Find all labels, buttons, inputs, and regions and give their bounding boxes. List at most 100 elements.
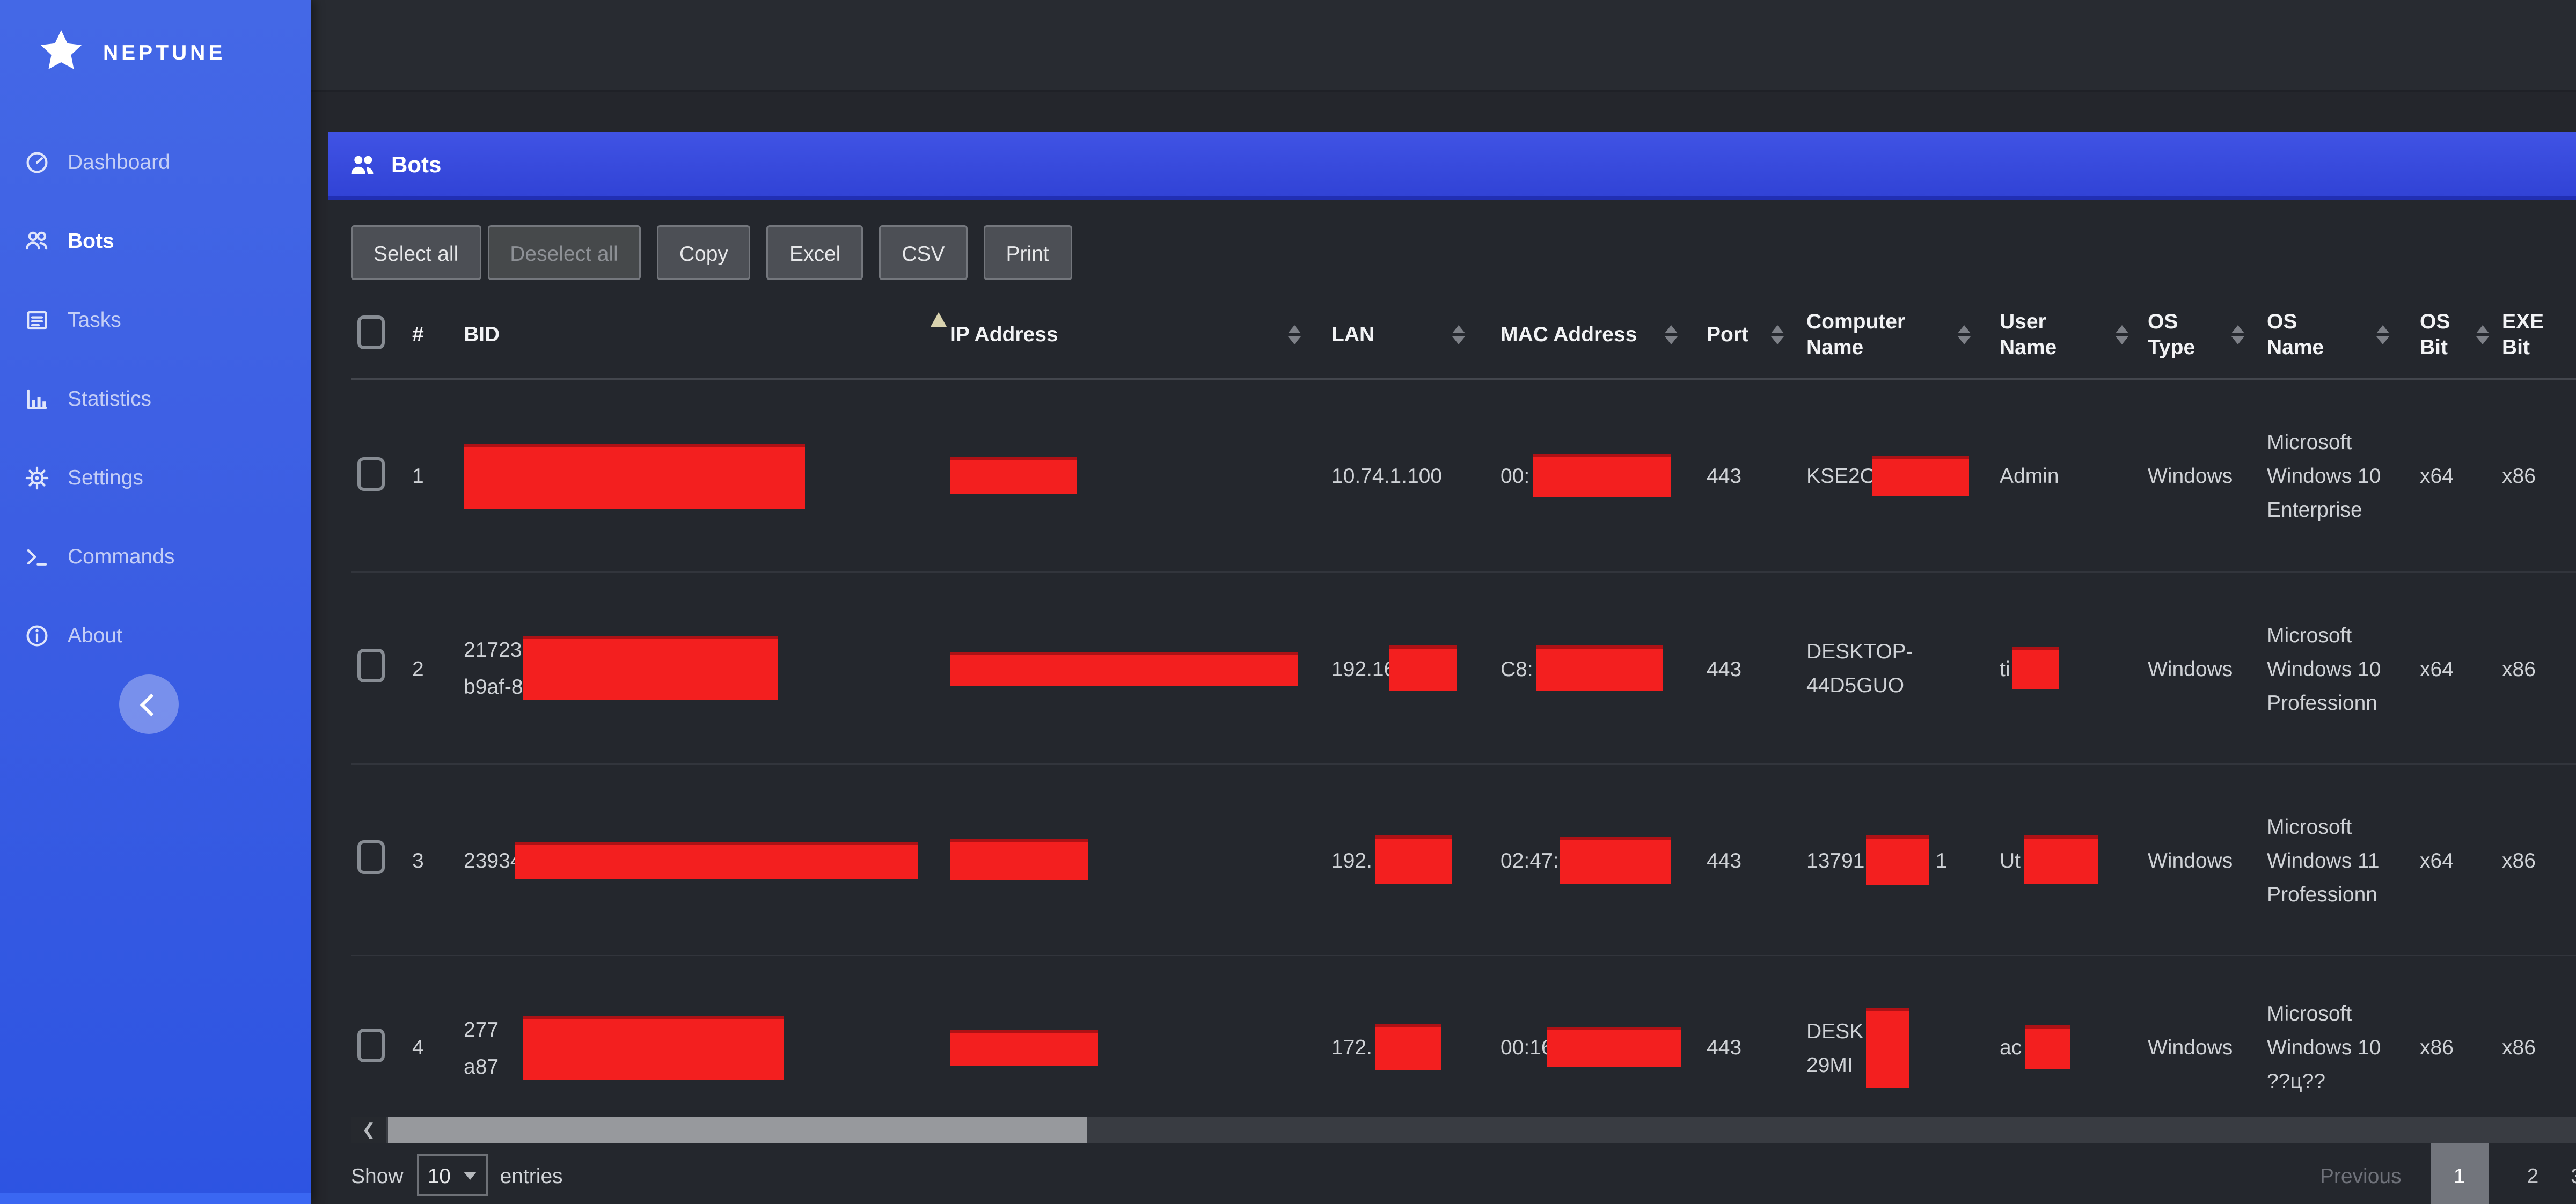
- info-icon: [26, 624, 48, 646]
- row-checkbox[interactable]: [357, 649, 385, 682]
- sort-icon: [2476, 324, 2489, 344]
- pagination-page-1[interactable]: 1: [2430, 1143, 2489, 1204]
- pagination-previous[interactable]: Previous: [2319, 1163, 2402, 1187]
- cell-lan: 10.74.1.100: [1331, 464, 1443, 488]
- cell-bid: 23934: [464, 847, 522, 872]
- sidebar-item-label: Bots: [68, 229, 114, 253]
- redaction-box: [1375, 1024, 1441, 1071]
- cell-os-bit: x64: [2420, 464, 2454, 488]
- users-icon: [26, 231, 48, 249]
- pagination-page-3[interactable]: 3: [2571, 1163, 2576, 1187]
- sidebar-item-settings[interactable]: Settings: [0, 438, 311, 517]
- cell-exe-bit: x86: [2492, 763, 2576, 956]
- sidebar-item-label: Tasks: [68, 307, 121, 332]
- entries-label: entries: [500, 1163, 563, 1187]
- sidebar-item-dashboard[interactable]: Dashboard: [0, 122, 311, 201]
- sort-icon: [1452, 324, 1465, 344]
- row-checkbox[interactable]: [357, 840, 385, 874]
- redaction-box: [1866, 834, 1929, 885]
- sort-icon: [2116, 324, 2128, 344]
- chevron-down-icon: [463, 1171, 476, 1179]
- cell-port: 443: [1687, 763, 1787, 956]
- select-all-button[interactable]: Select all: [351, 225, 481, 280]
- sidebar-nav: Dashboard Bots Tasks Statistics Settings…: [0, 122, 311, 674]
- column-header-exe-bit[interactable]: EXE Bit: [2492, 290, 2576, 380]
- csv-button[interactable]: CSV: [879, 225, 968, 280]
- column-header-mac[interactable]: MAC Address: [1481, 290, 1687, 380]
- chevron-left-icon: [140, 693, 163, 716]
- column-header-os-name[interactable]: OS Name: [2254, 290, 2412, 380]
- redaction-box: [1560, 836, 1672, 883]
- cell-exe-bit: x86: [2492, 955, 2576, 1103]
- column-header-bid[interactable]: BID: [457, 290, 947, 380]
- sidebar-item-tasks[interactable]: Tasks: [0, 280, 311, 359]
- redaction-box: [2011, 647, 2059, 689]
- pagination: Previous 1 2 3: [2320, 1143, 2576, 1204]
- redaction-box: [464, 443, 805, 508]
- redaction-box: [1873, 456, 1970, 496]
- column-header-ip[interactable]: IP Address: [927, 290, 1314, 380]
- row-checkbox[interactable]: [357, 456, 385, 490]
- star-logo-icon: [41, 30, 82, 69]
- redaction-box: [1866, 1007, 1909, 1088]
- cell-num: 4: [406, 955, 457, 1103]
- scrollbar-track[interactable]: [386, 1117, 2576, 1143]
- column-header-user-name[interactable]: User Name: [1984, 290, 2132, 380]
- column-header-port[interactable]: Port: [1687, 290, 1787, 380]
- redaction-box: [523, 636, 778, 700]
- terminal-icon: [27, 548, 47, 565]
- cell-mac: 02:47:: [1501, 847, 1559, 872]
- pagination-page-2[interactable]: 2: [2527, 1163, 2539, 1187]
- column-header-computer-name[interactable]: Computer Name: [1787, 290, 1984, 380]
- redaction-box: [950, 457, 1077, 494]
- excel-button[interactable]: Excel: [766, 225, 863, 280]
- sidebar-item-bots[interactable]: Bots: [0, 201, 311, 280]
- table-row: 4 277 a87 172. 00:16 443 DESK 29MI ac Wind…: [351, 955, 2576, 1103]
- cell-os-type: Windows: [2148, 464, 2233, 488]
- cell-os-name: Microsoft Windows 10 ??ц??: [2267, 1001, 2381, 1093]
- redaction-box: [1533, 454, 1672, 497]
- redaction-box: [2024, 835, 2098, 884]
- sidebar-item-label: Dashboard: [68, 150, 170, 174]
- cell-computer: 29MI: [1806, 1052, 1853, 1077]
- brand-name: NEPTUNE: [103, 39, 226, 64]
- print-button[interactable]: Print: [983, 225, 1072, 280]
- table-footer: Show 10 entries Previous 1 2 3: [351, 1143, 2576, 1204]
- cell-bid: a87: [464, 1054, 499, 1078]
- cell-os-name: Microsoft Windows 11 Professionn: [2267, 813, 2380, 906]
- column-header-lan[interactable]: LAN: [1314, 290, 1481, 380]
- cell-computer: DESKTOP-: [1806, 639, 1913, 663]
- column-header-os-bit[interactable]: OS Bit: [2412, 290, 2492, 380]
- card-header: Bots: [328, 132, 2576, 200]
- page-size-select[interactable]: 10: [416, 1154, 487, 1196]
- sidebar-collapse-button[interactable]: [119, 674, 179, 734]
- cell-user: ac: [2000, 1035, 2022, 1060]
- table-row: 1 10.74.1.100 00: 443 KSE2O Admin Window…: [351, 379, 2576, 572]
- redaction-box: [523, 1015, 784, 1080]
- cell-os-name: Microsoft Windows 10 Professionn: [2267, 622, 2381, 714]
- cell-os-type: Windows: [2132, 763, 2254, 956]
- table-header-row: # BID IP Address LAN MAC Address Port Co…: [351, 290, 2576, 380]
- select-all-checkbox[interactable]: [357, 314, 385, 349]
- bots-table: # BID IP Address LAN MAC Address Port Co…: [351, 290, 2576, 1103]
- sidebar-item-statistics[interactable]: Statistics: [0, 359, 311, 438]
- cell-lan: 192.: [1331, 847, 1372, 872]
- scroll-left-button[interactable]: ❮: [351, 1117, 386, 1143]
- sidebar-item-about[interactable]: About: [0, 596, 311, 674]
- scrollbar-thumb[interactable]: [388, 1117, 1087, 1143]
- cell-computer: 13791: [1806, 847, 1865, 872]
- cell-user: ti: [2000, 656, 2010, 680]
- sort-icon: [1958, 324, 1971, 344]
- sidebar-item-commands[interactable]: Commands: [0, 517, 311, 596]
- sort-icon: [1288, 324, 1301, 344]
- column-header-os-type[interactable]: OS Type: [2132, 290, 2254, 380]
- gear-icon: [25, 466, 49, 489]
- deselect-all-button[interactable]: Deselect all: [487, 225, 641, 280]
- cell-os-bit: x86: [2412, 955, 2492, 1103]
- redaction-box: [1375, 835, 1453, 884]
- column-header-num[interactable]: #: [406, 290, 457, 380]
- main-area: Bots Select all Deselect all Copy Excel …: [311, 0, 2576, 1204]
- copy-button[interactable]: Copy: [656, 225, 751, 280]
- row-checkbox[interactable]: [357, 1028, 385, 1062]
